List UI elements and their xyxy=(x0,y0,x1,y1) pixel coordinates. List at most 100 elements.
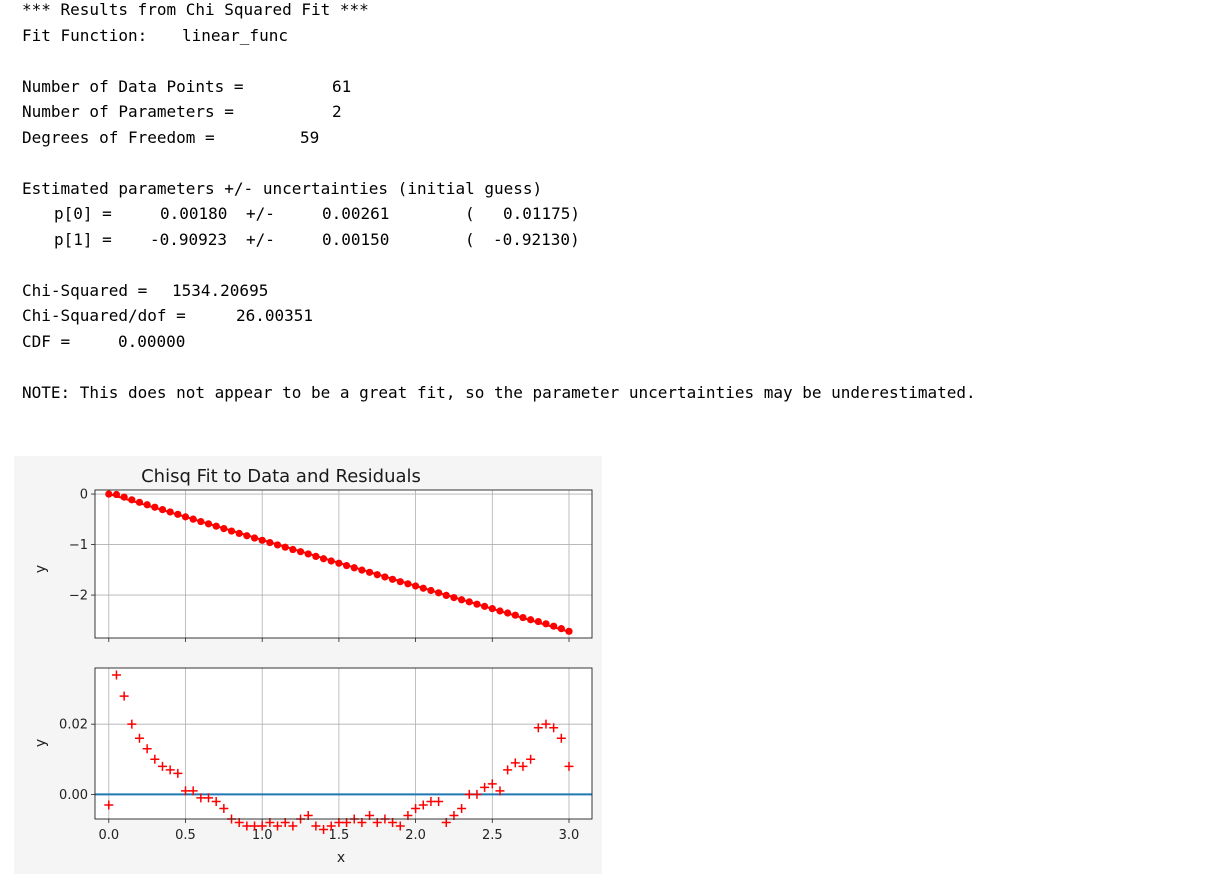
data-point xyxy=(427,586,435,595)
residual-point xyxy=(334,818,344,828)
data-point xyxy=(388,575,397,583)
cdf-label: CDF = xyxy=(22,332,71,351)
bottom-ytick-label: 0.00 xyxy=(59,788,88,803)
residual-point xyxy=(196,793,206,803)
residual-point xyxy=(280,818,290,828)
data-point xyxy=(335,559,343,567)
residual-point xyxy=(434,796,444,806)
data-point xyxy=(534,617,542,626)
data-point xyxy=(435,589,443,597)
residual-point xyxy=(472,789,482,799)
residual-point xyxy=(104,800,114,810)
top-ytick-label: −2 xyxy=(69,589,88,604)
residual-point xyxy=(533,723,543,733)
n-params-value: 2 xyxy=(332,102,342,121)
data-point xyxy=(189,515,197,523)
bottom-xtick-label: 2.0 xyxy=(405,828,426,843)
top-axes: 0 −1 −2 xyxy=(69,488,593,642)
residual-point xyxy=(165,765,175,775)
top-ytick-label: 0 xyxy=(80,488,88,503)
residual-point xyxy=(326,821,336,831)
bottom-xtick-label: 0.5 xyxy=(175,828,196,843)
fit-function-label: Fit Function: xyxy=(22,26,148,45)
residual-point xyxy=(219,803,229,813)
residual-point xyxy=(464,789,474,799)
data-point xyxy=(419,584,427,592)
residual-point xyxy=(388,818,398,828)
data-point xyxy=(258,536,266,544)
data-point xyxy=(166,508,174,516)
residual-point xyxy=(487,779,497,789)
residual-point xyxy=(526,754,536,764)
bottom-plot-background xyxy=(95,668,592,819)
data-point xyxy=(151,503,159,511)
residual-point xyxy=(127,719,137,729)
residual-point xyxy=(449,810,459,820)
param-1-open: ( xyxy=(465,230,475,249)
fit-function-value: linear_func xyxy=(182,26,288,45)
param-0-name: p[0] = xyxy=(54,204,112,223)
data-point xyxy=(473,600,481,608)
data-point xyxy=(504,609,512,617)
data-point xyxy=(511,611,519,619)
data-point xyxy=(550,622,558,630)
n-points-label: Number of Data Points = xyxy=(22,77,244,96)
data-point xyxy=(312,552,320,561)
residual-point xyxy=(181,786,191,796)
bottom-axes-frame xyxy=(94,667,593,820)
residual-point xyxy=(257,821,267,831)
data-point xyxy=(181,513,190,521)
data-point xyxy=(227,527,236,535)
data-point xyxy=(557,625,565,633)
residual-point xyxy=(311,821,321,831)
data-point xyxy=(212,522,220,530)
residual-point xyxy=(457,803,467,813)
data-point xyxy=(342,561,351,570)
residual-point xyxy=(564,761,574,771)
data-point xyxy=(220,524,228,533)
param-1-unc: 0.00150 xyxy=(322,230,390,249)
data-point xyxy=(465,598,473,606)
param-0-guess: 0.01175) xyxy=(503,204,581,223)
data-point xyxy=(496,607,504,615)
residual-point xyxy=(204,793,214,803)
n-points-value: 61 xyxy=(332,77,352,96)
param-1-guess: -0.92130) xyxy=(493,230,580,249)
residual-point xyxy=(395,821,405,831)
bottom-xtick-label: 1.0 xyxy=(252,828,273,843)
residual-point xyxy=(119,691,129,701)
data-point xyxy=(327,557,335,565)
data-point xyxy=(266,538,274,547)
params-header: Estimated parameters +/- uncertainties (… xyxy=(22,179,543,198)
cdf-value: 0.00000 xyxy=(118,332,186,351)
top-ytick-label: −1 xyxy=(69,538,88,553)
residual-point xyxy=(234,818,244,828)
param-1-value: -0.90923 xyxy=(150,230,228,249)
chisq-dof-value: 26.00351 xyxy=(236,306,314,325)
residual-point xyxy=(211,796,221,806)
residual-point xyxy=(319,825,329,835)
residual-point xyxy=(134,733,144,743)
param-1-pm: +/- xyxy=(246,230,275,249)
residual-point xyxy=(173,768,183,778)
residual-point xyxy=(250,821,260,831)
top-axes-frame xyxy=(94,489,593,639)
data-point xyxy=(197,517,205,526)
data-point xyxy=(235,529,243,537)
data-point xyxy=(128,496,136,504)
figure: Chisq Fit to Data and Residuals 0 −1 −2 0.… xyxy=(14,456,602,874)
data-point xyxy=(350,564,358,572)
data-point xyxy=(488,605,496,613)
residual-point xyxy=(142,744,152,754)
data-point xyxy=(519,613,527,622)
data-point xyxy=(281,543,289,551)
data-point xyxy=(289,545,297,554)
data-point xyxy=(243,532,251,540)
data-point xyxy=(404,580,412,588)
bottom-axes: 0.0 0.5 1.0 1.5 2.0 2.5 3.0 0.02 0.00 xyxy=(59,667,593,843)
data-point xyxy=(481,602,489,610)
bottom-xtick-label: 1.5 xyxy=(329,828,350,843)
residual-point xyxy=(403,810,413,820)
data-point xyxy=(411,582,420,590)
data-point xyxy=(542,620,550,628)
